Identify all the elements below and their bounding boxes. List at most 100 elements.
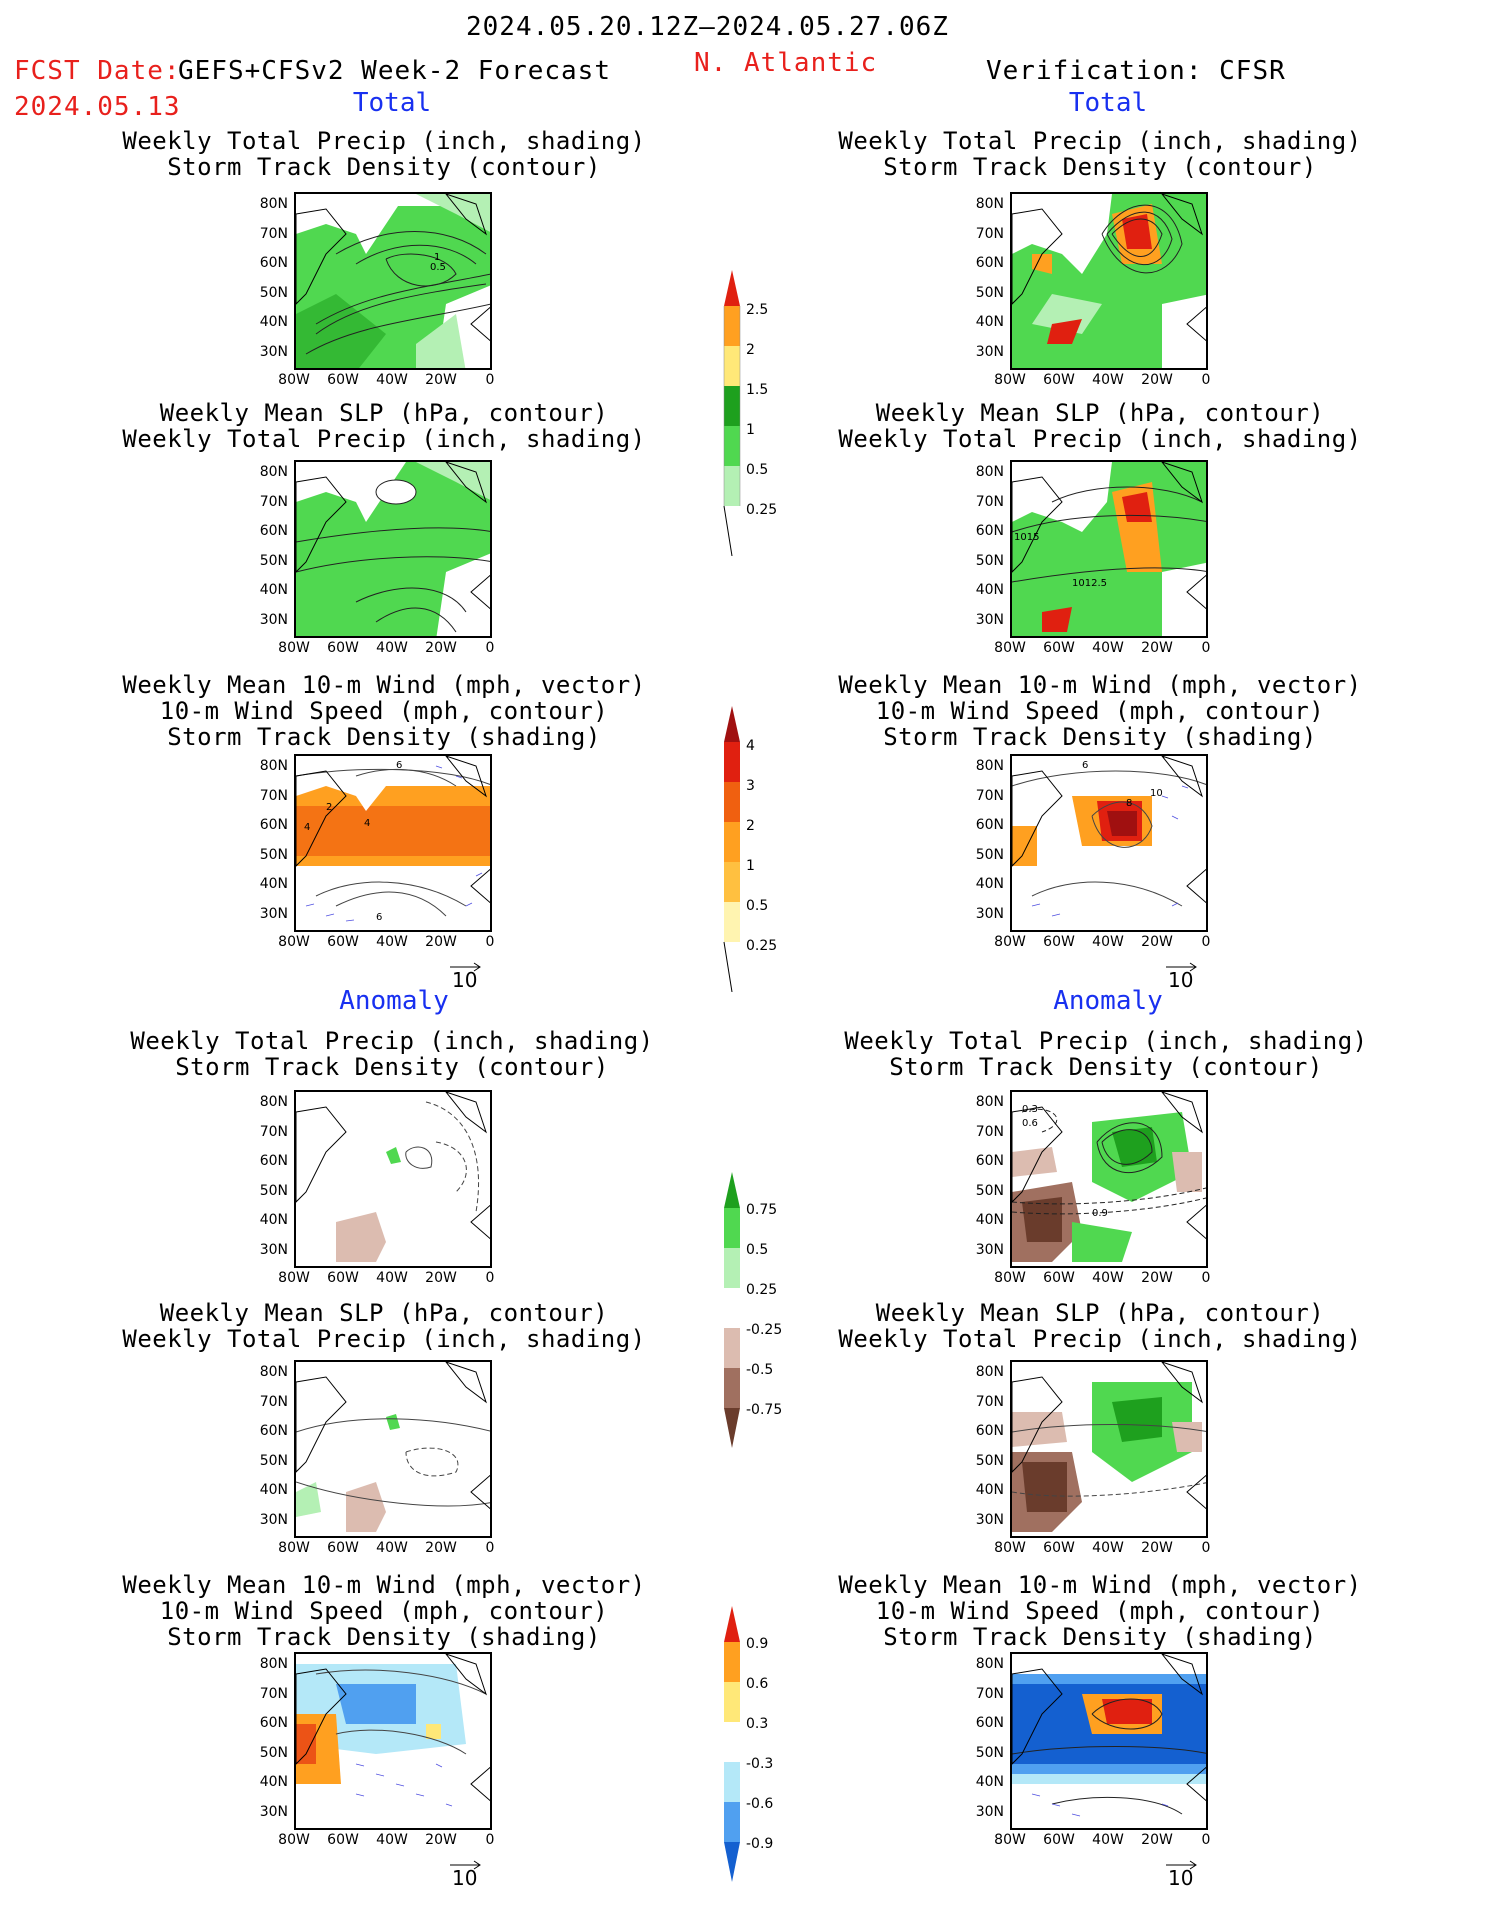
latitude-tick-label: 70N [975, 1685, 1004, 1702]
colorbar-label: 2 [746, 342, 755, 358]
latitude-tick-label: 50N [259, 284, 288, 301]
latitude-tick-label: 60N [259, 1153, 288, 1169]
latitude-tick-label: 50N [975, 1452, 1004, 1469]
longitude-tick-label: 0 [485, 1270, 495, 1286]
latitude-tick-label: 60N [259, 1423, 288, 1439]
fcst-date-value: 2024.05.13 [14, 92, 181, 122]
map-panel-wind-storm-forecast: 6 2 4 4 6 [294, 754, 492, 932]
map-panel-wind-storm-anomaly-verification [1010, 1652, 1208, 1830]
longitude-tick-label: 60W [1043, 934, 1075, 950]
longitude-tick-label: 20W [1141, 1832, 1173, 1848]
longitude-tick-label: 40W [1092, 1270, 1124, 1286]
latitude-tick-label: 80N [975, 1094, 1004, 1110]
latitude-tick-label: 40N [259, 314, 288, 330]
longitude-tick-label: 40W [1092, 934, 1124, 950]
panel-title-precip-storm: Weekly Total Precip (inch, shading) Storm… [844, 1027, 1368, 1081]
colorbar-label: 0.3 [746, 1716, 769, 1732]
latitude-tick-label: 80N [259, 758, 288, 774]
verification-label: Verification: CFSR [986, 56, 1286, 86]
colorbar-label: 0.5 [746, 898, 769, 914]
longitude-tick-label: 80W [994, 1540, 1026, 1556]
longitude-tick-label: 0 [1201, 1270, 1211, 1286]
colorbar-label: 0.9 [746, 1636, 769, 1652]
longitude-tick-label: 20W [1141, 640, 1173, 656]
map-panel-slp-precip-verification: 1015 1012.5 [1010, 460, 1208, 638]
latitude-tick-label: 40N [259, 582, 288, 598]
map-panel-precip-storm-verification [1010, 192, 1208, 370]
latitude-tick-label: 70N [975, 787, 1004, 804]
colorbar-label: 0.25 [746, 938, 778, 954]
longitude-tick-label: 40W [1092, 640, 1124, 656]
contour-label: 2 [326, 802, 332, 813]
colorbar-storm-anomaly [724, 1606, 740, 1882]
latitude-tick-label: 60N [975, 817, 1004, 833]
latitude-tick-label: 40N [975, 1482, 1004, 1498]
colorbar-label: -0.25 [746, 1322, 783, 1338]
colorbar-label: 0.5 [746, 462, 769, 478]
longitude-tick-label: 80W [278, 1270, 310, 1286]
map-panel-wind-storm-anomaly-forecast [294, 1652, 492, 1830]
latitude-tick-label: 60N [975, 1423, 1004, 1439]
vector-reference: 10 [450, 1860, 481, 1890]
colorbar-label: 3 [746, 778, 755, 794]
region-label: N. Atlantic [694, 48, 878, 78]
latitude-tick-label: 40N [975, 1212, 1004, 1228]
contour-label: 0.3 [1022, 1104, 1038, 1115]
latitude-tick-label: 50N [259, 552, 288, 569]
contour-label: 1015 [1014, 532, 1039, 543]
map-panel-precip-storm-anomaly-verification: 0.3 0.6 0.9 [1010, 1090, 1208, 1268]
latitude-tick-label: 40N [975, 314, 1004, 330]
contour-label: 4 [304, 822, 310, 833]
longitude-tick-label: 20W [425, 372, 457, 388]
latitude-tick-label: 50N [975, 1182, 1004, 1199]
longitude-tick-label: 0 [1201, 1540, 1211, 1556]
latitude-tick-label: 50N [259, 1744, 288, 1761]
panel-title-precip-storm: Weekly Total Precip (inch, shading) Storm… [130, 1027, 654, 1081]
latitude-tick-label: 30N [259, 905, 288, 922]
contour-label: 4 [364, 818, 370, 829]
longitude-tick-label: 0 [485, 1540, 495, 1556]
latitude-tick-label: 40N [259, 1212, 288, 1228]
latitude-tick-label: 30N [975, 343, 1004, 360]
latitude-tick-label: 80N [259, 1656, 288, 1672]
latitude-tick-label: 80N [259, 1364, 288, 1380]
longitude-tick-label: 60W [1043, 1540, 1075, 1556]
longitude-tick-label: 40W [1092, 1540, 1124, 1556]
longitude-tick-label: 40W [376, 372, 408, 388]
latitude-tick-label: 70N [259, 225, 288, 242]
latitude-tick-label: 60N [259, 255, 288, 271]
panel-title-wind-storm: Weekly Mean 10-m Wind (mph, vector) 10-m … [122, 671, 646, 751]
longitude-tick-label: 60W [327, 1832, 359, 1848]
colorbar-label: 4 [746, 738, 755, 754]
longitude-tick-label: 40W [376, 934, 408, 950]
longitude-tick-label: 80W [278, 372, 310, 388]
latitude-tick-label: 80N [259, 1094, 288, 1110]
section-total-right: Total [1068, 88, 1148, 118]
latitude-tick-label: 30N [975, 1241, 1004, 1258]
latitude-tick-label: 50N [259, 1182, 288, 1199]
latitude-tick-label: 30N [975, 905, 1004, 922]
longitude-tick-label: 20W [1141, 1540, 1173, 1556]
latitude-tick-label: 40N [259, 1482, 288, 1498]
longitude-tick-label: 0 [1201, 934, 1211, 950]
latitude-tick-label: 60N [259, 817, 288, 833]
colorbar-label: -0.3 [746, 1756, 774, 1772]
longitude-tick-label: 40W [1092, 372, 1124, 388]
latitude-tick-label: 60N [975, 1715, 1004, 1731]
latitude-tick-label: 40N [259, 876, 288, 892]
latitude-tick-label: 70N [975, 1123, 1004, 1140]
colorbar-label: 1 [746, 858, 755, 874]
latitude-tick-label: 70N [259, 1393, 288, 1410]
latitude-tick-label: 30N [259, 343, 288, 360]
longitude-tick-label: 80W [994, 1270, 1026, 1286]
longitude-tick-label: 0 [485, 1832, 495, 1848]
contour-label: 0.6 [1022, 1118, 1038, 1129]
longitude-tick-label: 20W [1141, 1270, 1173, 1286]
longitude-tick-label: 80W [994, 372, 1026, 388]
longitude-tick-label: 40W [376, 640, 408, 656]
latitude-tick-label: 30N [259, 1803, 288, 1820]
longitude-tick-label: 20W [425, 1270, 457, 1286]
contour-label: 8 [1126, 798, 1132, 809]
longitude-tick-label: 80W [278, 1832, 310, 1848]
contour-label: 1 [434, 252, 440, 263]
